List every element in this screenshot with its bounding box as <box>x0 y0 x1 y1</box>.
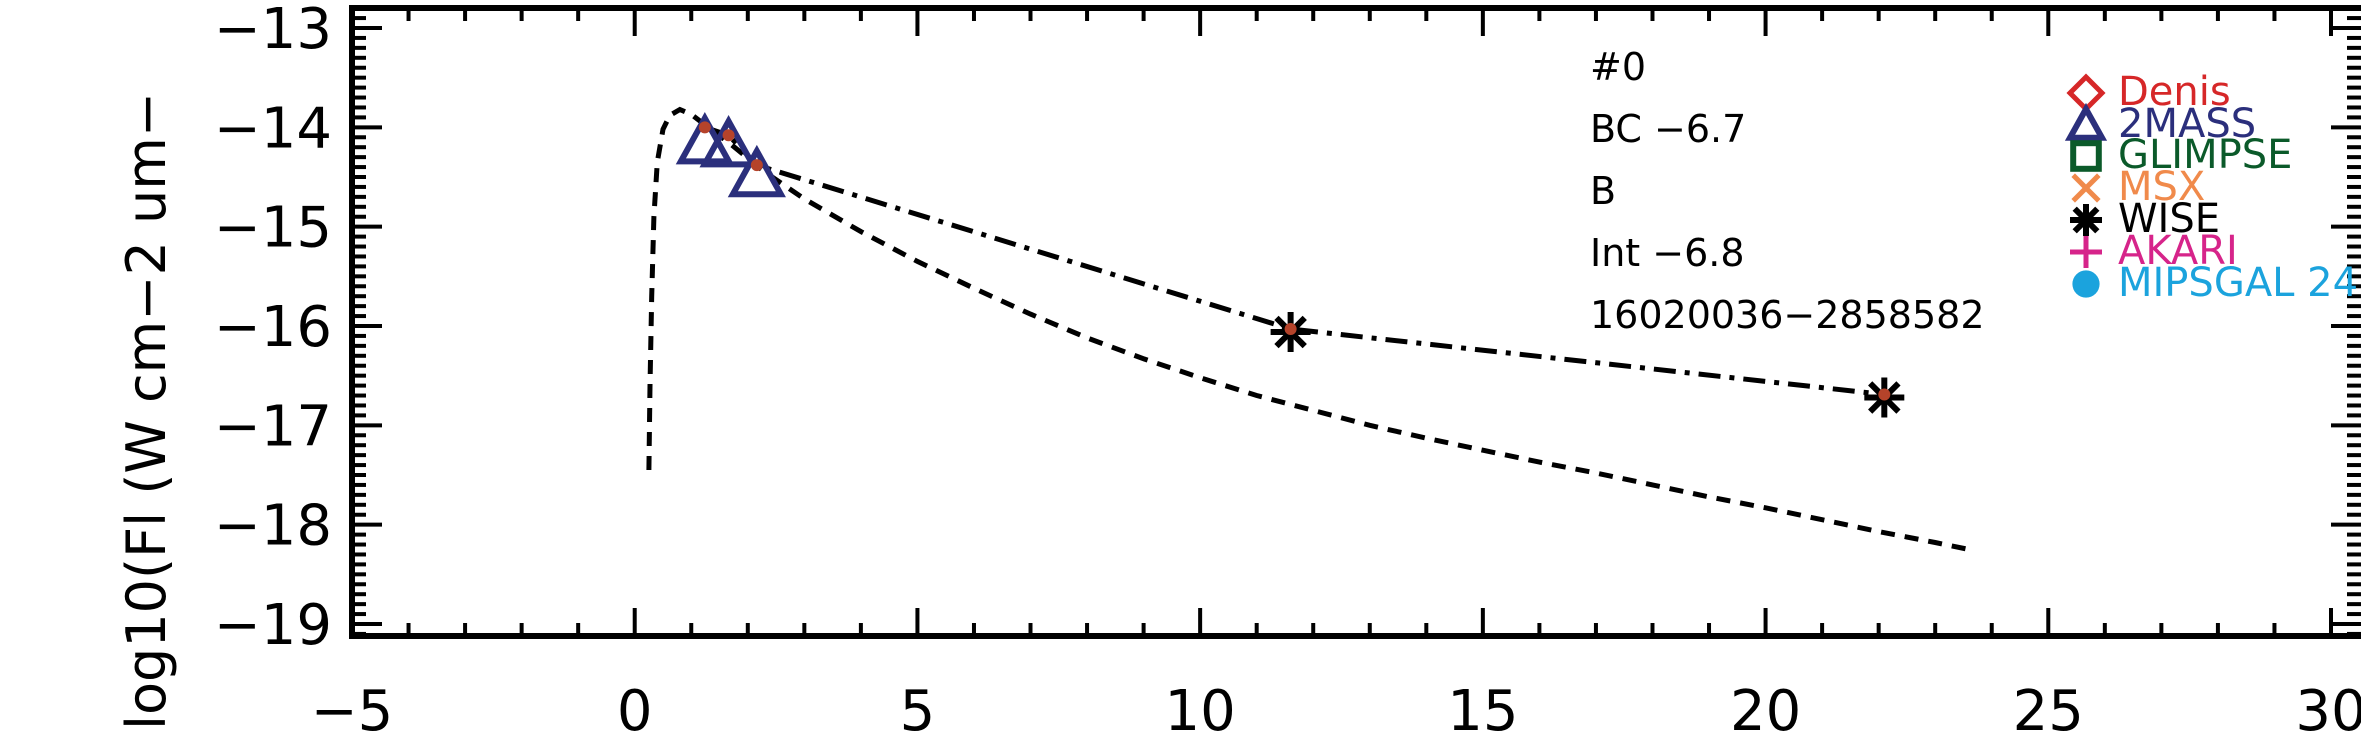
legend-marker-circle <box>2072 270 2100 298</box>
legend-label: MSX <box>2118 164 2205 210</box>
legend-item: WISE <box>2070 196 2220 242</box>
asterisk-stroke <box>2072 206 2100 234</box>
data-point-triangle <box>699 115 758 168</box>
data-point-dot <box>750 159 763 172</box>
legend-item: AKARI <box>2070 228 2238 274</box>
annotation-line: Int −6.8 <box>1590 231 1745 275</box>
dot-marker <box>1878 388 1891 401</box>
data-point-dot <box>698 121 711 134</box>
dot-marker <box>750 159 763 172</box>
x-tick-label: 30 <box>2295 679 2361 744</box>
legend-marker-square <box>2070 140 2102 172</box>
legend-label: Denis <box>2118 69 2231 115</box>
dot-marker <box>1284 322 1297 335</box>
y-tick-label: −15 <box>214 196 332 261</box>
legend-item: 2MASS <box>2064 101 2256 147</box>
circle-marker <box>2072 270 2100 298</box>
annotation-line: B <box>1590 169 1616 213</box>
x-tick-label: 15 <box>1447 679 1518 744</box>
legend-item: MSX <box>2071 164 2205 210</box>
x-tick-label: 0 <box>617 679 653 744</box>
triangle-marker <box>2064 102 2108 141</box>
legend-marker-triangle <box>2064 102 2108 141</box>
legend-label: WISE <box>2118 196 2220 242</box>
legend-label: AKARI <box>2118 228 2238 274</box>
legend-item: MIPSGAL 24 <box>2072 260 2358 306</box>
x-tick-label: 25 <box>2013 679 2084 744</box>
y-tick-label: −17 <box>214 394 332 459</box>
x-tick-label: 10 <box>1165 679 1236 744</box>
y-tick-label: −16 <box>214 295 332 360</box>
x-axis-ticks: −5 0 5 10 15 20 25 30 <box>311 679 2361 744</box>
triangle-marker <box>727 144 786 198</box>
x-tick-label: −5 <box>311 679 394 744</box>
square-marker <box>2070 140 2102 172</box>
annotation-line: BC −6.7 <box>1590 107 1746 151</box>
data-point-dot <box>1284 322 1297 335</box>
y-tick-label: −18 <box>214 494 332 559</box>
data-point-triangle <box>727 144 786 198</box>
legend-item: Denis <box>2066 69 2231 115</box>
data-markers <box>675 112 1905 418</box>
plot-frame <box>349 5 2361 639</box>
minor-ticks <box>350 6 2361 636</box>
x-stroke <box>2071 173 2101 203</box>
dot-marker <box>722 129 735 142</box>
legend-marker-x <box>2071 173 2101 203</box>
annotation-block: #0 BC −6.7 B Int −6.8 16020036−2858582 <box>1590 45 1985 337</box>
y-tick-label: −13 <box>214 0 332 62</box>
dot-marker <box>698 121 711 134</box>
plot-border <box>349 5 2361 639</box>
data-point-dot <box>722 129 735 142</box>
legend-marker-plus <box>2070 236 2102 268</box>
y-axis-label-text: log10(Fl (W cm−2 um− <box>115 92 178 730</box>
x-tick-label: 5 <box>900 679 936 744</box>
annotation-line: 16020036−2858582 <box>1590 293 1985 337</box>
x-tick-label: 20 <box>1730 679 1801 744</box>
y-axis-ticks: −13 −14 −15 −16 −17 −18 −19 <box>214 0 332 658</box>
model-curve-dashed <box>646 106 1970 552</box>
legend-item: GLIMPSE <box>2070 132 2292 178</box>
annotation-line: #0 <box>1590 45 1646 89</box>
legend-label: GLIMPSE <box>2118 132 2292 178</box>
legend-label: MIPSGAL 24 <box>2118 260 2358 306</box>
legend-label: 2MASS <box>2118 101 2256 147</box>
triangle-marker <box>699 115 758 168</box>
y-tick-label: −14 <box>214 96 332 161</box>
data-point-dot <box>1878 388 1891 401</box>
y-axis-label: log10(Fl (W cm−2 um− <box>115 92 178 730</box>
legend-marker-asterisk <box>2070 204 2102 236</box>
y-tick-label: −19 <box>214 593 332 658</box>
